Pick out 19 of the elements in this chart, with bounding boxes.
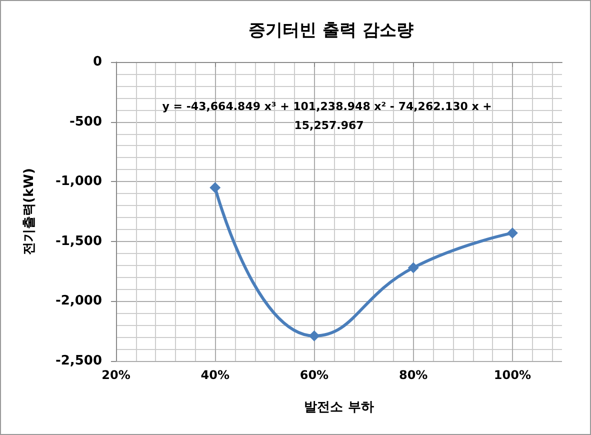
annotation: y = -43,664.849 x³ + 101,238.948 x² - 74,262.130 x + 15,257.967 [162, 100, 496, 132]
x-tick-label: 20% [102, 368, 130, 382]
chart-title: 증기터빈 출력 감소량 [248, 20, 414, 40]
y-axis-title: 전기출력(kW) [22, 168, 37, 255]
y-tick-label: -2,500 [55, 354, 102, 368]
x-tick-label: 80% [398, 368, 428, 382]
x-tick-label: 60% [300, 368, 329, 382]
point [506, 228, 518, 239]
point [408, 262, 419, 274]
y-tick-label: -1,500 [55, 234, 102, 249]
x-tick-label: 40% [200, 368, 230, 382]
point [210, 182, 221, 194]
y-tick-label: 0 [92, 54, 102, 70]
y-tick-label: -500 [69, 114, 102, 130]
point [308, 330, 320, 342]
x-tick-label: 100% [494, 368, 531, 382]
y-tick-label: -1,000 [55, 174, 102, 190]
y-tick-label: -2,000 [55, 294, 102, 309]
x-axis-title: 발전소 부하 [304, 400, 374, 415]
